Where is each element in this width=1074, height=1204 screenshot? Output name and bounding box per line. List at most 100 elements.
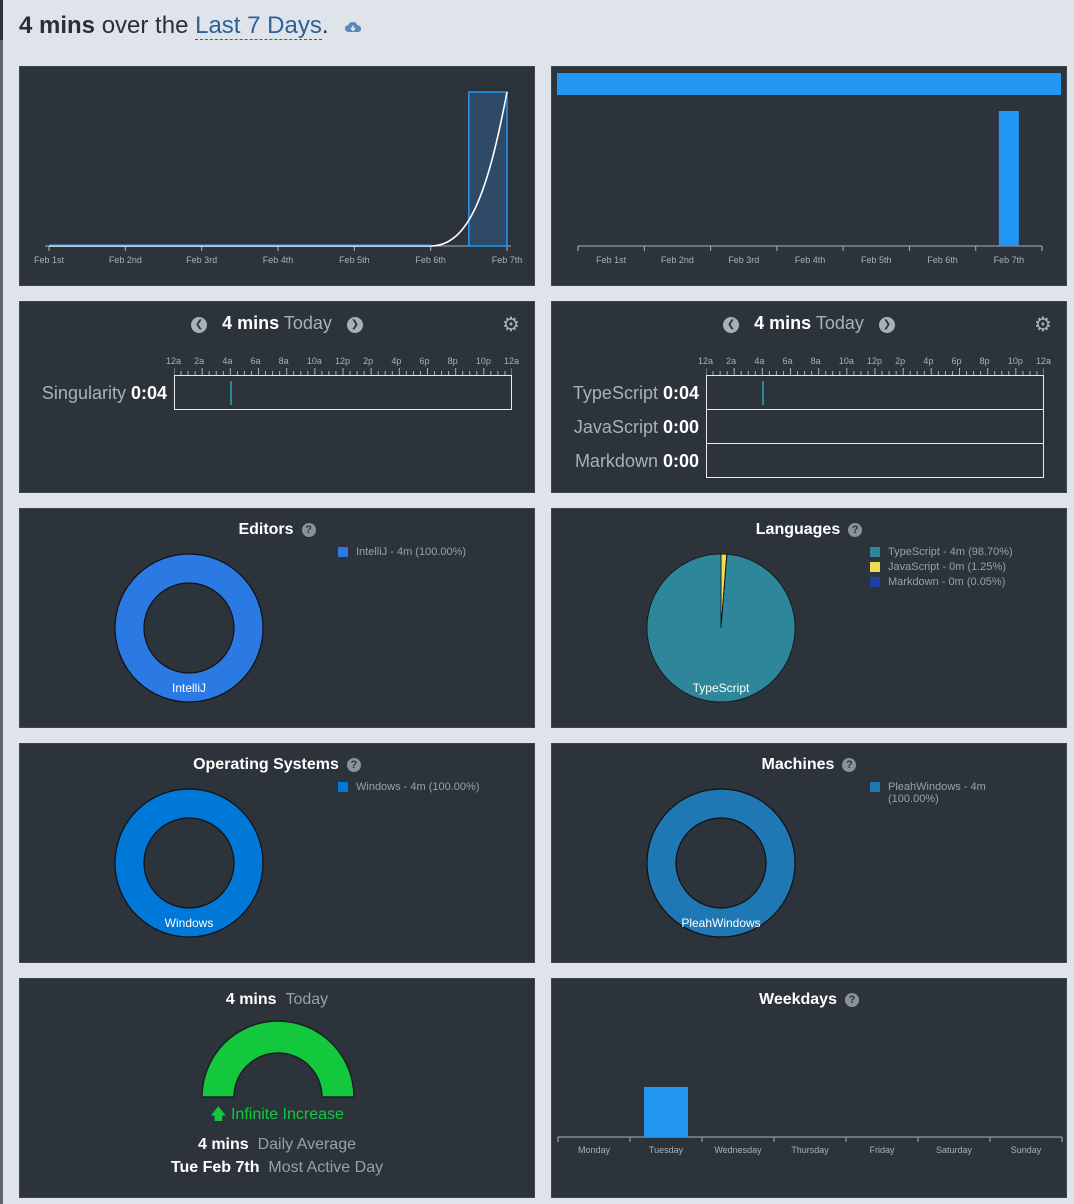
legend-item[interactable]: Markdown - 0m (0.05%): [870, 576, 1013, 588]
activity-bar: [468, 91, 508, 247]
row-time: 0:00: [662, 417, 699, 437]
row-name: Markdown: [574, 451, 663, 471]
hour-label: 12a: [1036, 356, 1052, 366]
window-edge: [0, 0, 3, 1204]
activity-segment[interactable]: [761, 381, 764, 405]
donut-inner-outline: [143, 817, 235, 909]
x-tick-label: Friday: [869, 1145, 895, 1155]
most-active-day: Tue Feb 7th Most Active Day: [20, 1159, 534, 1177]
hour-label: 12a: [166, 356, 182, 366]
hour-label: 4p: [923, 356, 934, 366]
weekdays-bar-chart: Monday Tuesday Wednesday Thursday Friday Satu…: [557, 1087, 1063, 1155]
editors-donut-chart: IntelliJ: [114, 553, 264, 703]
hour-label: 8p: [979, 356, 990, 366]
x-tick-label: Feb 3rd: [186, 255, 217, 265]
most-active-day-label: Most Active Day: [268, 1159, 384, 1176]
projects-bar-chart: Feb 1st Feb 2nd Feb 3rd Feb 4th Feb 5th Feb 6…: [557, 73, 1061, 265]
hour-label: 4a: [754, 356, 765, 366]
row-name: TypeScript: [572, 383, 663, 403]
today-summary-panel: 4 mins Today 🡅 Infinite Increase 4 mins …: [19, 978, 535, 1198]
activity-chart: Feb 1st Feb 2nd Feb 3rd Feb 4th Feb 5th Feb 6…: [34, 91, 522, 265]
weekdays-title-text: Weekdays: [759, 991, 837, 1008]
previous-day-icon[interactable]: ❮: [191, 317, 208, 333]
change-indicator: 🡅 Infinite Increase: [20, 1103, 534, 1130]
timeline-row-label[interactable]: Markdown 0:00: [575, 451, 699, 472]
hour-label: 10a: [306, 356, 322, 366]
help-icon[interactable]: ?: [844, 993, 859, 1007]
x-tick-label: Tuesday: [649, 1145, 684, 1155]
legend-label: Windows - 4m (100.00%): [356, 781, 480, 793]
legend-item[interactable]: JavaScript - 0m (1.25%): [870, 561, 1013, 573]
x-tick-label: Monday: [578, 1145, 611, 1155]
date-range-selector[interactable]: Last 7 Days: [195, 12, 322, 40]
editors-title-text: Editors: [238, 521, 294, 538]
x-tick-label: Feb 5th: [861, 255, 892, 265]
gear-icon[interactable]: ⚙: [502, 314, 520, 336]
next-day-icon[interactable]: ❯: [346, 317, 363, 333]
daily-average-label: Daily Average: [257, 1136, 356, 1153]
x-tick-label: Feb 2nd: [661, 255, 694, 265]
help-icon[interactable]: ?: [848, 523, 863, 537]
timeline-row-track: [706, 409, 1044, 444]
weekdays-title: Weekdays?: [552, 991, 1066, 1009]
help-icon[interactable]: ?: [301, 523, 316, 537]
legend-item[interactable]: IntelliJ - 4m (100.00%): [338, 546, 466, 558]
help-icon[interactable]: ?: [346, 758, 361, 772]
timeline-row-label[interactable]: TypeScript 0:04: [573, 383, 699, 404]
row-time: 0:00: [662, 451, 699, 471]
legend-swatch: [870, 547, 880, 557]
donut-slice: [647, 789, 795, 937]
help-icon[interactable]: ?: [842, 758, 857, 772]
legend-line: PleahWindows - 4m: [888, 781, 986, 793]
weekday-bar: [644, 1087, 688, 1137]
languages-title: Languages?: [552, 521, 1066, 539]
most-active-day-value: Tue Feb 7th: [170, 1159, 260, 1176]
x-tick-label: Thursday: [791, 1145, 829, 1155]
summary-heading: 4 mins Today: [20, 991, 534, 1009]
donut-outline: [114, 788, 264, 938]
x-tick-label: Feb 2nd: [109, 255, 142, 265]
slice-label: PleahWindows: [681, 916, 760, 930]
legend-item[interactable]: TypeScript - 4m (98.70%): [870, 546, 1013, 558]
timeline-row-label[interactable]: JavaScript 0:00: [574, 417, 699, 438]
activity-segment[interactable]: [229, 381, 232, 405]
timeline-row-track: [706, 443, 1044, 478]
slice-label: Windows: [165, 916, 214, 930]
next-day-icon[interactable]: ❯: [878, 317, 895, 333]
projects-bar-chart-panel: Feb 1st Feb 2nd Feb 3rd Feb 4th Feb 5th Feb 6…: [551, 66, 1067, 286]
language-timeline-panel: ❮ 4 mins Today ❯ ⚙ 12a 2a 4a 6a 8a 10a 12p 2p 4p…: [551, 301, 1067, 493]
hour-label: 6p: [951, 356, 962, 366]
x-tick-label: Feb 4th: [795, 255, 826, 265]
operating-systems-panel: Operating Systems? Windows - 4m (100.00%…: [19, 743, 535, 963]
x-tick-label: Feb 7th: [994, 255, 1025, 265]
previous-day-icon[interactable]: ❮: [723, 317, 740, 333]
donut-slice: [115, 789, 263, 937]
summary-day: Today: [285, 991, 329, 1008]
period: .: [321, 12, 329, 39]
page-title: 4 mins over the Last 7 Days.: [19, 12, 362, 41]
pie-slice: [646, 553, 796, 703]
legend-swatch: [870, 562, 880, 572]
x-tick-label: Feb 6th: [927, 255, 958, 265]
hour-label: 6p: [419, 356, 430, 366]
legend-item[interactable]: PleahWindows - 4m (100.00%): [870, 781, 986, 805]
legend-label: IntelliJ - 4m (100.00%): [356, 546, 467, 558]
machines-legend: PleahWindows - 4m (100.00%): [870, 781, 986, 808]
hour-label: 4a: [222, 356, 233, 366]
gear-icon[interactable]: ⚙: [1034, 314, 1052, 336]
project-bar: [998, 111, 1019, 246]
x-tick-label: Feb 6th: [415, 255, 446, 265]
hour-label: 8a: [278, 356, 289, 366]
hour-label: 10p: [475, 356, 491, 366]
x-tick-label: Saturday: [936, 1145, 973, 1155]
row-name: Singularity: [41, 383, 131, 403]
os-title: Operating Systems?: [20, 756, 534, 774]
row-time: 0:04: [662, 383, 699, 403]
donut-slice: [115, 554, 263, 702]
project-timeline-panel: ❮ 4 mins Today ❯ ⚙ 12a 2a 4a 6a 8a 10a 12p 2p 4p…: [19, 301, 535, 493]
legend-item[interactable]: Windows - 4m (100.00%): [338, 781, 480, 793]
timeline-row-label[interactable]: Singularity 0:04: [42, 383, 167, 404]
day-navigation: ❮ 4 mins Today ❯: [552, 313, 1066, 334]
cloud-download-icon[interactable]: [345, 13, 362, 41]
hour-label: 8p: [447, 356, 458, 366]
